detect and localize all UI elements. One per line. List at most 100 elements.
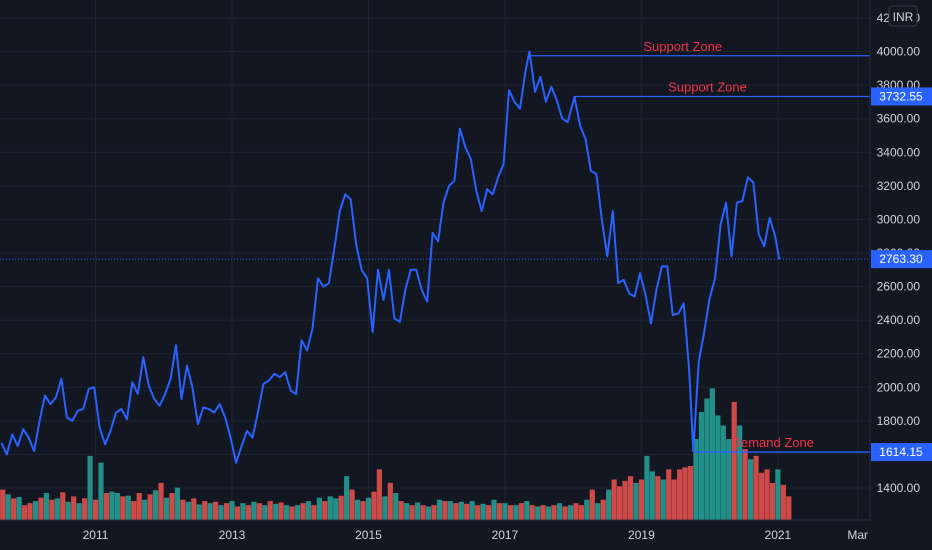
- annotation-labels: Support Zone Support Zone Demand Zone: [643, 39, 814, 450]
- volume-bar: [114, 493, 120, 520]
- currency-button[interactable]: INR: [888, 5, 918, 27]
- volume-bar: [120, 496, 126, 520]
- volume-bar: [502, 503, 508, 520]
- volume-bar: [671, 479, 677, 520]
- volume-bar: [458, 501, 464, 520]
- volume-bar: [234, 506, 241, 520]
- volume-bar: [240, 503, 246, 520]
- volume-bar: [316, 497, 322, 520]
- zone-label: Support Zone: [668, 79, 747, 94]
- volume-bar: [666, 469, 672, 520]
- volume-bar: [311, 505, 317, 520]
- volume-bar: [447, 501, 453, 520]
- volume-bar: [578, 505, 584, 520]
- volume-bar: [775, 469, 781, 520]
- volume-bar: [491, 499, 497, 520]
- volume-bar: [76, 503, 82, 520]
- volume-bar: [567, 505, 574, 520]
- volume-bar: [5, 494, 11, 520]
- last-price-tag: 2763.30: [871, 250, 932, 269]
- volume-bar: [677, 469, 683, 520]
- volume-bar: [693, 439, 699, 520]
- price-tag-label: 1614.15: [879, 445, 923, 459]
- volume-bar: [92, 499, 99, 520]
- volume-bar: [371, 491, 377, 520]
- price-series: [0, 50, 781, 464]
- volume-bar: [0, 489, 6, 520]
- volume-bar: [698, 412, 705, 520]
- volume-bar: [344, 476, 350, 520]
- volume-bar: [305, 501, 312, 520]
- price-tags: 3732.55 1614.15 2763.30: [871, 87, 932, 462]
- volume-bar: [382, 496, 388, 520]
- y-tick-label: 3600.00: [877, 112, 921, 126]
- volume-bar: [158, 482, 164, 520]
- volume-bar: [786, 496, 792, 520]
- volume-bar: [283, 505, 290, 520]
- volume-bar: [622, 480, 628, 520]
- volume-bar: [289, 506, 295, 520]
- volume-bar: [540, 505, 546, 520]
- volume-bar: [485, 505, 492, 520]
- volume-bar: [125, 495, 131, 520]
- volume-bar: [518, 503, 524, 520]
- volume-bar: [529, 505, 535, 520]
- volume-bar: [16, 497, 22, 520]
- x-tick-label: 2017: [492, 528, 519, 542]
- volume-bar: [65, 501, 71, 520]
- volume-bar: [327, 496, 333, 520]
- volume-bar: [273, 503, 279, 520]
- volume-bar: [294, 505, 301, 520]
- y-tick-label: 3000.00: [877, 212, 921, 226]
- volume-bar: [425, 506, 432, 520]
- volume-bar: [704, 398, 710, 520]
- volume-bar: [251, 501, 257, 520]
- y-tick-label: 2200.00: [877, 347, 921, 361]
- volume-bar: [682, 467, 688, 520]
- volume-bar: [431, 505, 437, 520]
- volume-bar: [546, 506, 552, 520]
- x-tick-label: 2021: [765, 528, 792, 542]
- volume-bar: [720, 425, 726, 520]
- grid: [0, 0, 870, 520]
- y-tick-label: 3200.00: [877, 179, 921, 193]
- volume-bar: [420, 505, 426, 520]
- volume-bar: [322, 501, 328, 520]
- volume-bar: [780, 484, 786, 520]
- volume-bar: [709, 388, 715, 520]
- price-tag-label: 3732.55: [879, 89, 923, 103]
- volume-bar: [606, 489, 612, 520]
- volume-bar: [551, 505, 557, 520]
- volume-bar: [660, 479, 666, 520]
- price-line: [0, 50, 781, 464]
- volume-bar: [480, 503, 486, 520]
- volume-bar: [393, 493, 399, 520]
- volume-bar: [98, 462, 104, 520]
- x-tick-label: 2013: [219, 528, 246, 542]
- volume-bar: [633, 482, 639, 520]
- volume-bar: [562, 506, 568, 520]
- volume-bar: [398, 501, 404, 520]
- volume-bar: [644, 455, 650, 520]
- volume-bar: [163, 497, 170, 520]
- volume-bar: [278, 502, 284, 520]
- volume-bar: [627, 476, 634, 520]
- volume-bar: [753, 455, 759, 520]
- volume-bar: [747, 459, 754, 520]
- volume-bar: [595, 503, 601, 520]
- volume-bar: [556, 503, 563, 520]
- volume-bar: [464, 503, 470, 520]
- volume-bar: [338, 495, 344, 520]
- x-axis: 2011 2013 2015 2017 2019 2021 Mar: [83, 528, 868, 542]
- time-scale[interactable]: [0, 520, 932, 550]
- volume-bar: [262, 505, 268, 520]
- volume-bar: [21, 505, 28, 520]
- volume-bar: [496, 503, 503, 520]
- volume-bar: [469, 501, 475, 520]
- volume-bar: [731, 401, 737, 520]
- volume-bar: [256, 503, 262, 520]
- price-tag: 3732.55: [871, 87, 932, 106]
- x-tick-label: Mar: [847, 528, 868, 542]
